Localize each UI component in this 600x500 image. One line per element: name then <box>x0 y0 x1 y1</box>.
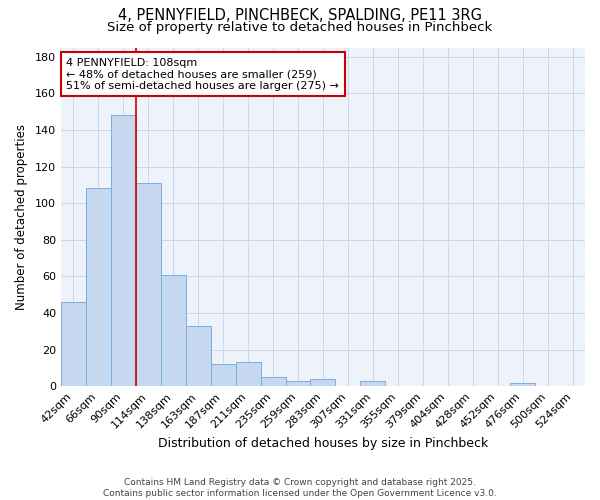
Text: Contains HM Land Registry data © Crown copyright and database right 2025.
Contai: Contains HM Land Registry data © Crown c… <box>103 478 497 498</box>
Bar <box>236 362 260 386</box>
Bar <box>86 188 111 386</box>
X-axis label: Distribution of detached houses by size in Pinchbeck: Distribution of detached houses by size … <box>158 437 488 450</box>
Text: 4, PENNYFIELD, PINCHBECK, SPALDING, PE11 3RG: 4, PENNYFIELD, PINCHBECK, SPALDING, PE11… <box>118 8 482 22</box>
Bar <box>310 379 335 386</box>
Bar <box>260 377 286 386</box>
Bar <box>61 302 86 386</box>
Bar <box>286 380 310 386</box>
Bar <box>111 115 136 386</box>
Bar <box>161 274 186 386</box>
Bar <box>361 380 385 386</box>
Y-axis label: Number of detached properties: Number of detached properties <box>15 124 28 310</box>
Text: Size of property relative to detached houses in Pinchbeck: Size of property relative to detached ho… <box>107 21 493 34</box>
Bar <box>186 326 211 386</box>
Text: 4 PENNYFIELD: 108sqm
← 48% of detached houses are smaller (259)
51% of semi-deta: 4 PENNYFIELD: 108sqm ← 48% of detached h… <box>66 58 339 91</box>
Bar <box>510 382 535 386</box>
Bar <box>136 183 161 386</box>
Bar <box>211 364 236 386</box>
